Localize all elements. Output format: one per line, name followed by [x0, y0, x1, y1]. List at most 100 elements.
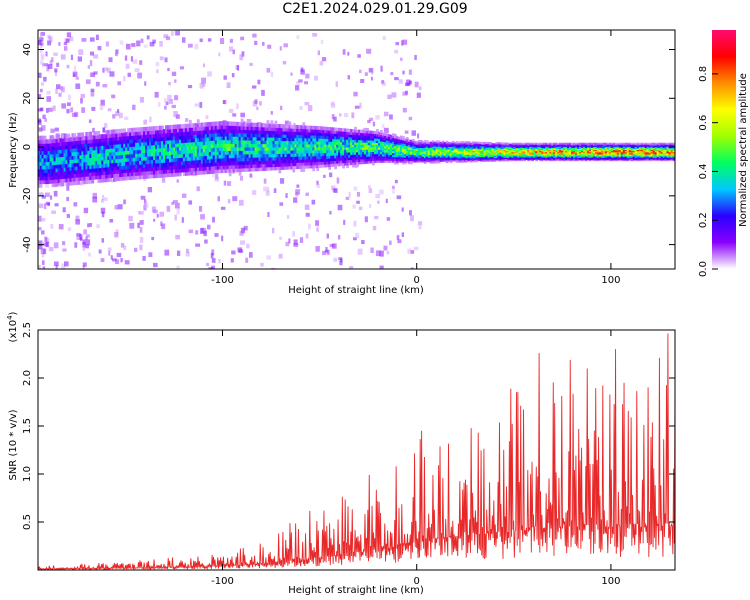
- heatmap-cell: [38, 40, 42, 46]
- heatmap-cell: [517, 151, 521, 154]
- heatmap-cell: [417, 155, 421, 159]
- heatmap-cell: [320, 126, 324, 131]
- heatmap-cell: [415, 147, 419, 150]
- heatmap-cell: [232, 143, 236, 148]
- heatmap-cell: [202, 140, 206, 146]
- heatmap-cell: [312, 152, 316, 157]
- heatmap-cell: [288, 127, 292, 132]
- heatmap-cell: [77, 140, 81, 145]
- heatmap-cell: [238, 160, 242, 166]
- heatmap-cell: [306, 137, 310, 142]
- heatmap-cell: [589, 149, 592, 152]
- heatmap-cell: [370, 139, 373, 143]
- heatmap-cell: [364, 149, 367, 153]
- heatmap-cell: [618, 143, 622, 146]
- heatmap-cell: [145, 167, 148, 172]
- heatmap-cell: [254, 122, 258, 128]
- heatmap-cell: [401, 151, 405, 155]
- heatmap-cell: [439, 141, 443, 145]
- heatmap-cell: [590, 150, 594, 153]
- heatmap-cell: [210, 143, 214, 149]
- heatmap-cell: [38, 157, 41, 163]
- heatmap-cell: [323, 174, 326, 178]
- heatmap-cell: [53, 261, 59, 267]
- heatmap-cell: [188, 138, 192, 143]
- heatmap-cell: [437, 151, 441, 154]
- heatmap-cell: [461, 146, 465, 149]
- heatmap-cell: [254, 163, 258, 168]
- heatmap-cell: [282, 159, 286, 164]
- heatmap-cell: [292, 124, 296, 129]
- heatmap-cell: [61, 163, 65, 168]
- heatmap-cell: [618, 153, 622, 156]
- heatmap-cell: [344, 162, 347, 166]
- heatmap-cell: [115, 173, 119, 178]
- heatmap-cell: [296, 146, 300, 151]
- heatmap-cell: [527, 146, 531, 148]
- heatmap-cell: [457, 156, 461, 159]
- heatmap-cell: [232, 164, 236, 169]
- heatmap-cell: [368, 144, 371, 148]
- heatmap-cell: [616, 153, 620, 156]
- heatmap-cell: [75, 162, 79, 167]
- heatmap-cell: [262, 153, 266, 158]
- heatmap-cell: [338, 152, 341, 156]
- heatmap-cell: [312, 161, 316, 166]
- heatmap-cell: [547, 143, 550, 146]
- heatmap-cell: [583, 155, 586, 158]
- heatmap-cell: [342, 154, 345, 158]
- heatmap-cell: [596, 151, 600, 154]
- heatmap-cell: [214, 136, 218, 141]
- heatmap-cell: [463, 159, 467, 162]
- heatmap-cell: [232, 113, 237, 117]
- heatmap-cell: [527, 143, 531, 146]
- heatmap-cell: [364, 139, 367, 143]
- heatmap-cell: [188, 152, 192, 158]
- heatmap-cell: [274, 166, 278, 171]
- heatmap-cell: [184, 171, 188, 176]
- heatmap-cell: [125, 157, 128, 163]
- heatmap-cell: [329, 210, 332, 215]
- heatmap-cell: [587, 149, 590, 152]
- heatmap-cell: [354, 126, 357, 131]
- heatmap-cell: [451, 146, 455, 149]
- heatmap-cell: [208, 266, 214, 269]
- heatmap-cell: [242, 122, 246, 127]
- heatmap-cell: [194, 126, 198, 132]
- heatmap-cell: [89, 168, 93, 173]
- heatmap-cell: [211, 258, 216, 263]
- heatmap-cell: [59, 156, 63, 161]
- heatmap-cell: [358, 156, 361, 160]
- heatmap-cell: [334, 152, 337, 156]
- heatmap-cell: [370, 130, 373, 134]
- heatmap-cell: [77, 180, 81, 185]
- heatmap-cell: [445, 151, 449, 154]
- heatmap-cell: [288, 137, 292, 142]
- heatmap-cell: [555, 149, 558, 152]
- heatmap-cell: [614, 154, 618, 157]
- heatmap-cell: [216, 154, 220, 159]
- heatmap-cell: [182, 164, 186, 169]
- heatmap-cell: [42, 63, 45, 67]
- heatmap-cell: [218, 165, 222, 170]
- heatmap-cell: [174, 168, 178, 173]
- heatmap-cell: [123, 128, 126, 133]
- heatmap-cell: [563, 143, 566, 146]
- heatmap-cell: [51, 164, 55, 169]
- heatmap-cell: [393, 152, 397, 156]
- heatmap-cell: [507, 144, 511, 147]
- heatmap-cell: [381, 132, 385, 136]
- heatmap-cell: [533, 143, 537, 146]
- heatmap-cell: [403, 158, 407, 161]
- heatmap-cell: [316, 129, 320, 133]
- heatmap-cell: [258, 146, 262, 151]
- heatmap-cell: [85, 132, 89, 137]
- heatmap-cell: [491, 159, 495, 162]
- heatmap-cell: [579, 142, 582, 145]
- heatmap-cell: [545, 154, 548, 157]
- heatmap-cell: [429, 152, 433, 156]
- heatmap-cell: [455, 150, 459, 153]
- heatmap-cell: [441, 146, 445, 149]
- heatmap-cell: [553, 153, 556, 156]
- heatmap-cell: [149, 155, 152, 161]
